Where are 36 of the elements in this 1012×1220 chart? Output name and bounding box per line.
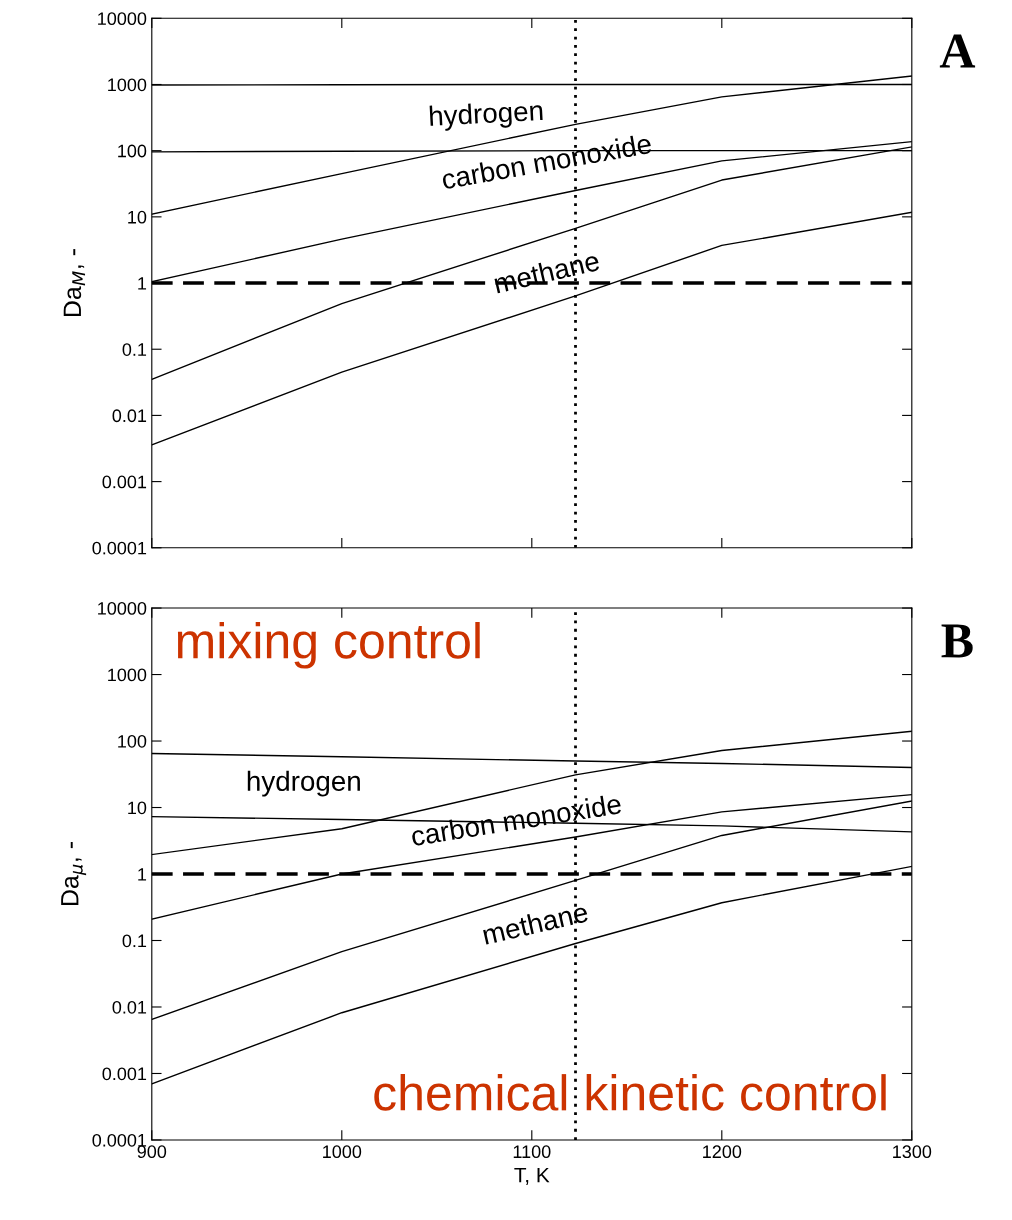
y-tick-label: 0.01 — [112, 409, 147, 423]
x-tick-label: 900 — [137, 1145, 167, 1159]
y-tick-label: 1000 — [108, 78, 147, 92]
x-tick-label: 1300 — [893, 1145, 932, 1159]
annotation: hydrogen — [247, 770, 360, 797]
y-tick-label: 0.01 — [112, 1000, 147, 1014]
y-tick-label: 1 — [138, 868, 147, 881]
x-tick-label: 1100 — [513, 1145, 551, 1159]
y-tick-label: 0.1 — [122, 343, 147, 356]
annotation: methane — [493, 250, 601, 294]
annotation: mixing control — [177, 621, 480, 669]
annotation: carbon monoxide — [410, 793, 622, 847]
y-tick-label: 10 — [128, 210, 147, 224]
text: B — [941, 624, 973, 658]
x-axis-title: T, K — [514, 1167, 550, 1185]
y-tick-label: 0.1 — [122, 934, 147, 948]
y-tick-label: 0.001 — [102, 475, 147, 489]
y-tick-label: 10000 — [98, 12, 147, 26]
x-tick-label: 1000 — [323, 1145, 362, 1159]
y-tick-label: 10000 — [98, 601, 147, 615]
annotation: carbon monoxide — [441, 132, 653, 190]
y-tick-label: 0.0001 — [92, 541, 147, 555]
annotation: hydrogen — [429, 99, 543, 132]
y-tick-label: 1 — [138, 277, 147, 290]
annotation: chemical kinetic control — [374, 1074, 886, 1111]
y-tick-label: 0.0001 — [92, 1133, 147, 1147]
x-tick-label: 1200 — [703, 1145, 742, 1159]
y-tick-label: 1000 — [108, 668, 147, 682]
y-axis-title: Da$_{M}$, - — [63, 249, 86, 317]
text: A — [939, 34, 976, 68]
y-tick-label: 100 — [118, 734, 147, 748]
y-tick-label: 10 — [128, 801, 147, 815]
y-tick-label: 0.001 — [102, 1067, 147, 1081]
y-tick-label: 100 — [118, 144, 147, 158]
annotation: methane — [481, 901, 589, 945]
y-axis-title: Da$_{μ}$, - — [61, 842, 87, 906]
